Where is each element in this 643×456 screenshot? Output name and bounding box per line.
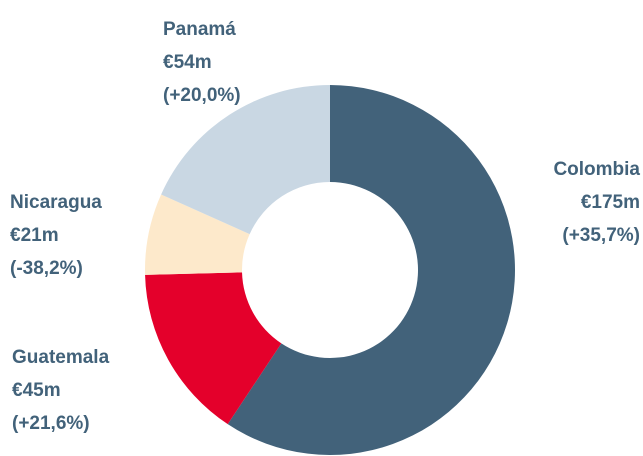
segment-value-label: €175m: [581, 192, 640, 213]
segment-value-label: €21m: [10, 225, 59, 246]
segment-change: (+35,7%): [562, 225, 640, 246]
segment-name: Guatemala: [12, 347, 110, 368]
segment-value-label: €45m: [12, 380, 61, 401]
donut-segment: [145, 194, 250, 275]
segment-name: Nicaragua: [10, 192, 102, 213]
segment-change: (-38,2%): [10, 258, 83, 279]
donut-segment: [227, 85, 515, 456]
segment-change: (+20,0%): [163, 85, 241, 106]
segment-name: Colombia: [553, 159, 640, 180]
segment-name: Panamá: [163, 19, 236, 40]
segment-change: (+21,6%): [12, 413, 90, 434]
segment-value-label: €54m: [163, 52, 212, 73]
donut-segment: [145, 272, 282, 425]
donut-segment: [161, 85, 330, 235]
